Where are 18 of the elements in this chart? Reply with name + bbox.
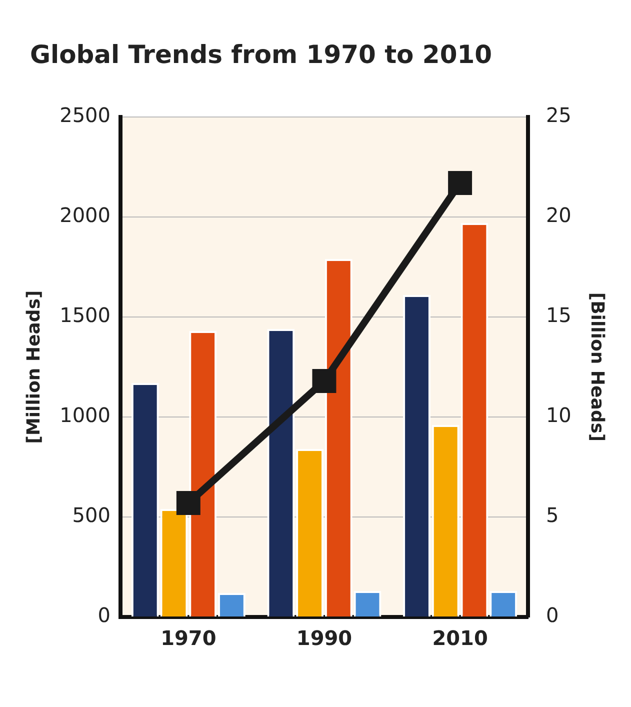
y-tick-label: 1000 (60, 403, 110, 428)
y-tick-label: 2000 (60, 203, 110, 228)
y-tick-label: 2500 (60, 103, 110, 128)
y2-tick-label: 15 (546, 303, 572, 328)
y-tick-label: 500 (72, 503, 110, 528)
y2-tick-label: 20 (546, 203, 572, 228)
y-axis-title: [Million Heads] (23, 290, 44, 444)
x-tick-label: 2010 (432, 626, 488, 650)
y-tick-label: 0 (98, 603, 110, 628)
y2-tick-label: 25 (546, 103, 572, 128)
chart-title: Global Trends from 1970 to 2010 (30, 40, 492, 69)
x-tick-label: 1970 (160, 626, 216, 650)
y2-tick-label: 0 (546, 603, 559, 628)
y-tick-label: 1500 (60, 303, 110, 328)
y2-axis-title: [Billion Heads] (586, 292, 608, 442)
y2-tick-label: 5 (546, 503, 559, 528)
x-tick-label: 1990 (296, 626, 352, 650)
y2-tick-label: 10 (546, 403, 572, 428)
